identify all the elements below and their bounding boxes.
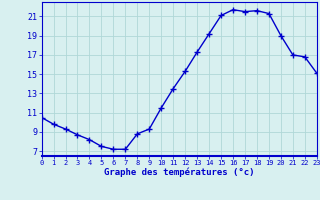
X-axis label: Graphe des températures (°c): Graphe des températures (°c) <box>104 168 254 177</box>
